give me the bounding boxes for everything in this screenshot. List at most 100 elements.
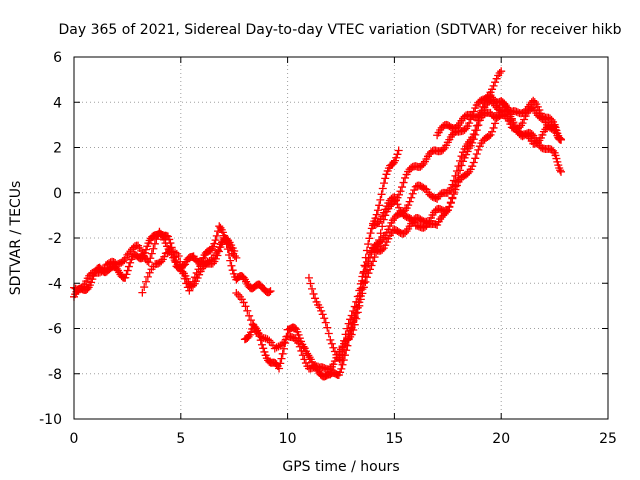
data-point (408, 189, 417, 198)
data-point (488, 127, 497, 136)
data-point (471, 154, 480, 163)
data-point (396, 187, 405, 196)
data-point (190, 273, 199, 282)
data-point (140, 283, 149, 292)
data-point (256, 332, 265, 341)
data-point (465, 119, 474, 128)
data-point (353, 292, 362, 301)
data-point (326, 335, 335, 344)
y-tick-label: -6 (48, 322, 62, 338)
data-point (210, 239, 219, 248)
data-point (361, 262, 370, 271)
data-point (294, 339, 303, 348)
y-tick-label: 2 (53, 141, 62, 157)
data-point (398, 183, 407, 192)
data-point (405, 197, 414, 206)
data-point (382, 238, 391, 247)
data-point (177, 263, 186, 272)
data-point (346, 315, 355, 324)
data-point (216, 223, 225, 232)
data-point (358, 272, 367, 281)
data-point (366, 229, 375, 238)
data-point (276, 341, 285, 350)
data-point (549, 125, 558, 134)
data-point (365, 234, 374, 243)
data-point (146, 254, 155, 263)
data-point (401, 228, 410, 237)
data-point (340, 336, 349, 345)
data-point (124, 262, 133, 271)
data-point (232, 288, 241, 297)
data-point (211, 236, 220, 245)
data-point (338, 360, 347, 369)
data-point (291, 334, 300, 343)
data-point (380, 179, 389, 188)
data-point (187, 282, 196, 291)
data-point (362, 257, 371, 266)
data-point (257, 340, 266, 349)
data-point (557, 167, 566, 176)
data-point (277, 354, 286, 363)
data-point (474, 121, 483, 130)
data-point (521, 106, 530, 115)
data-point (150, 239, 159, 248)
x-tick-label: 25 (599, 431, 617, 447)
y-tick-label: 4 (53, 95, 62, 111)
data-point (270, 344, 279, 353)
data-point (248, 320, 257, 329)
data-point (549, 146, 558, 155)
data-point (144, 258, 153, 267)
data-point (449, 190, 458, 199)
data-point (152, 235, 161, 244)
data-point (228, 266, 237, 275)
data-point (364, 253, 373, 262)
data-point (378, 245, 387, 254)
data-point (189, 277, 198, 286)
data-point (376, 229, 385, 238)
data-point (392, 153, 401, 162)
data-point (230, 252, 239, 261)
y-tick-label: -2 (48, 231, 62, 247)
data-point (272, 343, 281, 352)
data-point (359, 267, 368, 276)
data-point (171, 248, 180, 257)
data-points (70, 67, 566, 381)
data-point (126, 258, 135, 267)
data-point (349, 307, 358, 316)
data-point (309, 289, 318, 298)
data-point (304, 273, 313, 282)
data-point (335, 355, 344, 364)
data-point (472, 150, 481, 159)
data-point (300, 355, 309, 364)
data-point (364, 240, 373, 249)
data-point (327, 339, 336, 348)
data-point (376, 195, 385, 204)
data-point (495, 69, 504, 78)
data-point (417, 161, 426, 170)
data-point (556, 166, 565, 175)
data-point (320, 314, 329, 323)
data-point (448, 194, 457, 203)
data-point (404, 201, 413, 210)
data-point (244, 332, 253, 341)
data-point (468, 138, 477, 147)
data-point (239, 273, 248, 282)
data-point (552, 154, 561, 163)
data-point (246, 316, 255, 325)
data-point (163, 248, 172, 257)
data-point (381, 174, 390, 183)
data-point (451, 185, 460, 194)
data-point (275, 364, 284, 373)
data-point (147, 249, 156, 258)
data-point (321, 318, 330, 327)
data-point (373, 206, 382, 215)
data-point (179, 269, 188, 278)
data-point (185, 286, 194, 295)
data-point (343, 324, 352, 333)
data-point (468, 162, 477, 171)
data-point (497, 67, 506, 76)
data-point (329, 343, 338, 352)
data-point (489, 81, 498, 90)
data-point (377, 190, 386, 199)
